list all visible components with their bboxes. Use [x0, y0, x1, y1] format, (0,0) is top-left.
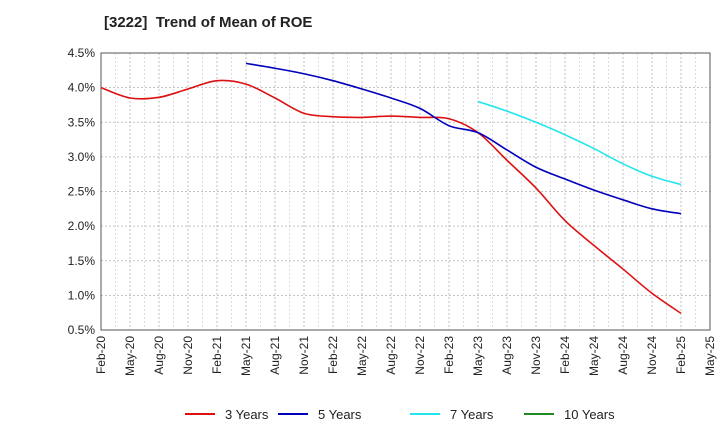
series-line-3-years — [100, 79, 682, 315]
x-tick-label: May-23 — [471, 336, 485, 376]
y-tick-label: 4.0% — [68, 81, 96, 95]
series-line-5-years — [245, 62, 682, 215]
legend-label-10-years: 10 Years — [564, 407, 615, 422]
y-tick-label: 2.5% — [68, 185, 96, 199]
legend-label-3-years: 3 Years — [225, 407, 269, 422]
x-tick-label: Feb-23 — [442, 336, 456, 374]
x-tick-label: Nov-21 — [297, 336, 311, 375]
x-tick-label: Aug-24 — [616, 336, 630, 375]
x-tick-label: Feb-20 — [94, 336, 108, 374]
y-tick-label: 1.5% — [68, 254, 96, 268]
x-tick-label: Aug-22 — [384, 336, 398, 375]
x-tick-label: Nov-23 — [529, 336, 543, 375]
x-tick-label: Nov-24 — [645, 336, 659, 375]
x-tick-label: May-24 — [587, 336, 601, 376]
legend-label-7-years: 7 Years — [450, 407, 494, 422]
chart-title: [3222] Trend of Mean of ROE — [104, 14, 313, 31]
x-tick-label: Aug-21 — [268, 336, 282, 375]
x-tick-label: May-21 — [239, 336, 253, 376]
y-tick-label: 4.5% — [68, 46, 96, 60]
x-tick-label: Aug-23 — [500, 336, 514, 375]
x-tick-label: Feb-24 — [558, 336, 572, 374]
x-tick-label: Nov-22 — [413, 336, 427, 375]
series-line-7-years — [477, 100, 682, 186]
x-tick-label: May-20 — [123, 336, 137, 376]
plot-frame — [100, 52, 711, 331]
x-tick-label: Aug-20 — [152, 336, 166, 375]
legend-label-5-years: 5 Years — [318, 407, 362, 422]
x-tick-label: May-22 — [355, 336, 369, 376]
x-tick-label: May-25 — [703, 336, 717, 376]
x-tick-label: Feb-22 — [326, 336, 340, 374]
y-tick-label: 3.0% — [68, 150, 96, 164]
x-tick-label: Feb-21 — [210, 336, 224, 374]
y-tick-label: 1.0% — [68, 288, 96, 302]
y-tick-label: 2.0% — [68, 219, 96, 233]
y-tick-label: 0.5% — [68, 323, 96, 337]
x-tick-label: Nov-20 — [181, 336, 195, 375]
y-tick-label: 3.5% — [68, 115, 96, 129]
x-tick-label: Feb-25 — [674, 336, 688, 374]
